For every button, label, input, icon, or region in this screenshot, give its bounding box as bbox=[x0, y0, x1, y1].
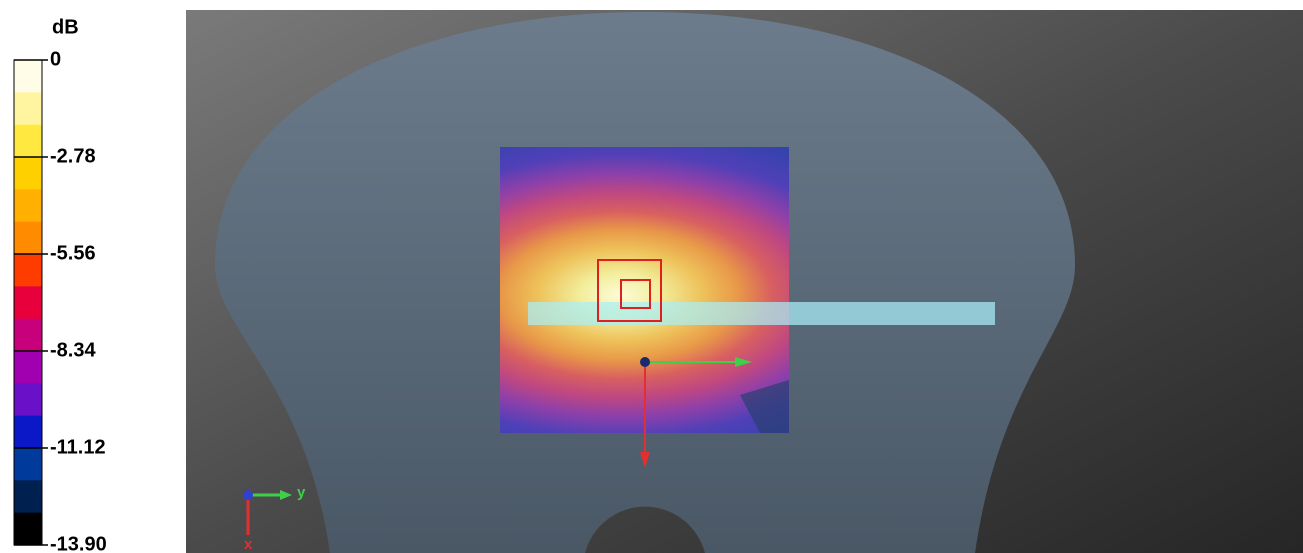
colorbar-band bbox=[14, 448, 42, 481]
colorbar-band bbox=[14, 157, 42, 190]
peak-box bbox=[620, 279, 651, 309]
colorbar: 0 -2.78 -5.56 -8.34 -11.12 -13.90 bbox=[13, 48, 107, 553]
y-arrow-head bbox=[735, 357, 752, 367]
colorbar-band bbox=[14, 415, 42, 449]
colorbar-band bbox=[14, 124, 42, 158]
colorbar-band bbox=[14, 221, 42, 255]
colorbar-band bbox=[14, 286, 42, 320]
colorbar-band bbox=[14, 92, 42, 126]
axis-triad: y x bbox=[243, 484, 306, 553]
zoom-box bbox=[597, 259, 662, 322]
colorbar-tick-label: -13.90 bbox=[50, 533, 107, 553]
colorbar-band bbox=[14, 383, 42, 417]
origin bbox=[640, 357, 650, 367]
colorbar-tick-label: -8.34 bbox=[50, 339, 96, 361]
triad-origin bbox=[243, 490, 253, 500]
colorbar-tick-label: -5.56 bbox=[50, 242, 96, 264]
triad-y-head bbox=[280, 490, 292, 500]
colorbar-band bbox=[14, 512, 42, 546]
colorbar-band bbox=[14, 60, 42, 93]
colorbar-tick-label: -2.78 bbox=[50, 145, 96, 167]
colorbar-band bbox=[14, 351, 42, 384]
colorbar-title: dB bbox=[52, 16, 79, 38]
colorbar-band bbox=[14, 480, 42, 514]
colorbar-tick-label: 0 bbox=[50, 48, 61, 70]
triad-x-label: x bbox=[244, 536, 253, 553]
triad-y-label: y bbox=[297, 484, 306, 501]
colorbar-band bbox=[14, 254, 42, 287]
x-arrow-head bbox=[640, 452, 650, 468]
colorbar-band bbox=[14, 318, 42, 352]
field-shade bbox=[740, 380, 789, 433]
colorbar-tick-label: -11.12 bbox=[50, 436, 106, 458]
colorbar-band bbox=[14, 189, 42, 223]
